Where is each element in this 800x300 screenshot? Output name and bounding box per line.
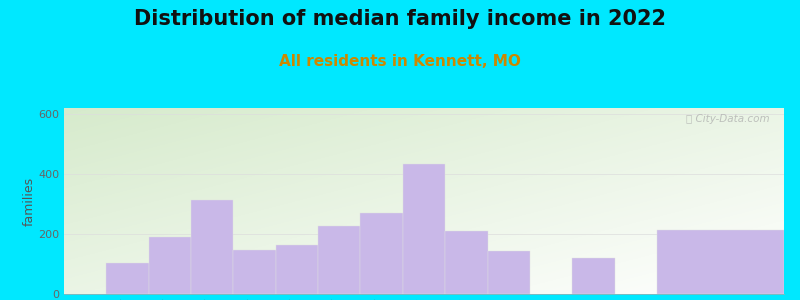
Text: Distribution of median family income in 2022: Distribution of median family income in …	[134, 9, 666, 29]
Bar	[191, 200, 234, 294]
Bar	[403, 164, 445, 294]
Bar	[106, 262, 149, 294]
Bar	[149, 237, 191, 294]
Bar	[657, 230, 784, 294]
Bar	[276, 245, 318, 294]
Bar	[234, 250, 276, 294]
Bar	[572, 258, 614, 294]
Bar	[318, 226, 361, 294]
Y-axis label: families: families	[22, 176, 35, 226]
Bar	[445, 231, 487, 294]
Bar	[361, 213, 403, 294]
Bar	[487, 250, 530, 294]
Text: Ⓢ City-Data.com: Ⓢ City-Data.com	[686, 114, 770, 124]
Text: All residents in Kennett, MO: All residents in Kennett, MO	[279, 54, 521, 69]
